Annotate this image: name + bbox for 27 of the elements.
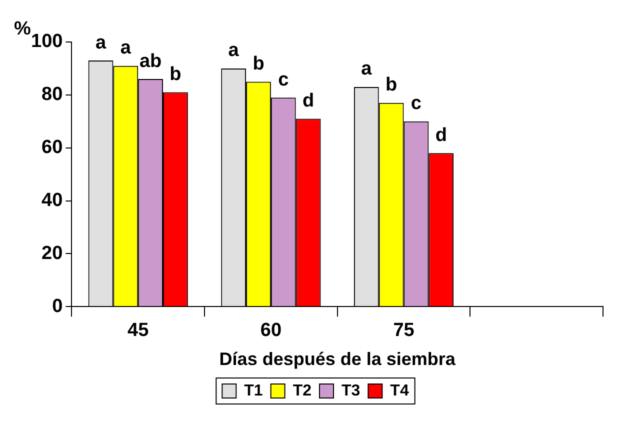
y-axis-title: % <box>14 18 31 40</box>
data-label: a <box>361 58 372 80</box>
y-tick-label: 100 <box>31 31 63 52</box>
legend-label: T1 <box>244 382 263 400</box>
y-tick-label: 40 <box>42 190 63 211</box>
x-tick-label: 45 <box>128 320 150 342</box>
legend-label: T3 <box>342 382 360 400</box>
data-label: a <box>228 40 240 62</box>
data-label: c <box>278 69 290 90</box>
data-label: a <box>95 32 106 54</box>
data-label: ab <box>139 50 162 72</box>
data-label: b <box>170 64 182 86</box>
data-label: b <box>386 74 398 96</box>
data-label: d <box>302 90 314 112</box>
legend-label: T2 <box>292 382 312 400</box>
legend-label: T4 <box>390 382 409 400</box>
y-tick-label: 80 <box>42 84 63 106</box>
y-tick-label: 20 <box>42 242 63 264</box>
x-axis-title: Días después de la siembra <box>219 349 456 370</box>
y-tick-label: 60 <box>42 137 63 158</box>
y-tick-label: 0 <box>52 296 63 317</box>
x-tick-label: 60 <box>260 320 282 342</box>
data-label: b <box>252 53 264 74</box>
data-label: a <box>120 38 132 59</box>
data-label: d <box>435 124 447 146</box>
data-label: c <box>410 93 422 114</box>
x-tick-label: 75 <box>393 320 415 342</box>
